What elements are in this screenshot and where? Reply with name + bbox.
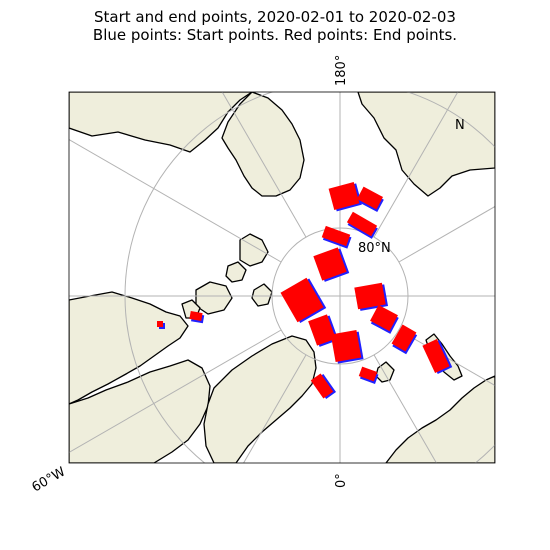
end-point-cluster: [310, 373, 334, 399]
land-alaska-canada-west: [221, 92, 305, 197]
end-point-cluster: [346, 211, 378, 237]
land-arctic-island-3: [225, 261, 247, 283]
meridian--120: [69, 138, 282, 263]
meridian-120: [398, 205, 495, 263]
meridian-60: [398, 329, 495, 387]
meridian--30: [243, 354, 307, 463]
label-lon-180: 180°: [334, 55, 349, 86]
label-lon-60w: 60°W: [30, 464, 69, 495]
end-point-cluster: [313, 247, 347, 281]
meridian-150: [373, 92, 459, 238]
end-point-cluster: [358, 366, 378, 382]
figure-title: Start and end points, 2020-02-01 to 2020…: [94, 8, 456, 26]
land-canada-north: [69, 291, 189, 405]
end-point-cluster: [357, 186, 383, 210]
end-point-cluster: [321, 225, 351, 247]
end-point-cluster: [157, 321, 163, 327]
end-point-cluster: [330, 329, 362, 363]
end-point-cluster: [189, 311, 203, 321]
label-lat-70n-edge: N: [455, 118, 465, 133]
label-lon-0: 0°: [334, 473, 349, 488]
land-arctic-island-4: [251, 283, 273, 307]
end-point-cluster: [422, 339, 450, 373]
map-frame: [68, 91, 496, 464]
land-siberia: [69, 92, 253, 153]
end-point-cluster: [370, 304, 398, 332]
meridian-30: [373, 354, 437, 463]
end-point-cluster: [391, 324, 417, 352]
end-point-cluster: [354, 282, 386, 310]
figure-subtitle: Blue points: Start points. Red points: E…: [92, 26, 458, 44]
label-lat-80n: 80°N: [358, 241, 391, 256]
land-europe-scandinavia: [385, 375, 495, 463]
end-point-cluster: [308, 314, 336, 346]
end-point-cluster: [280, 277, 324, 323]
land-greenland: [203, 335, 317, 463]
end-points-layer: [157, 182, 450, 399]
meridian--60: [69, 329, 282, 454]
end-point-cluster: [328, 182, 360, 210]
meridian--150: [221, 92, 307, 238]
